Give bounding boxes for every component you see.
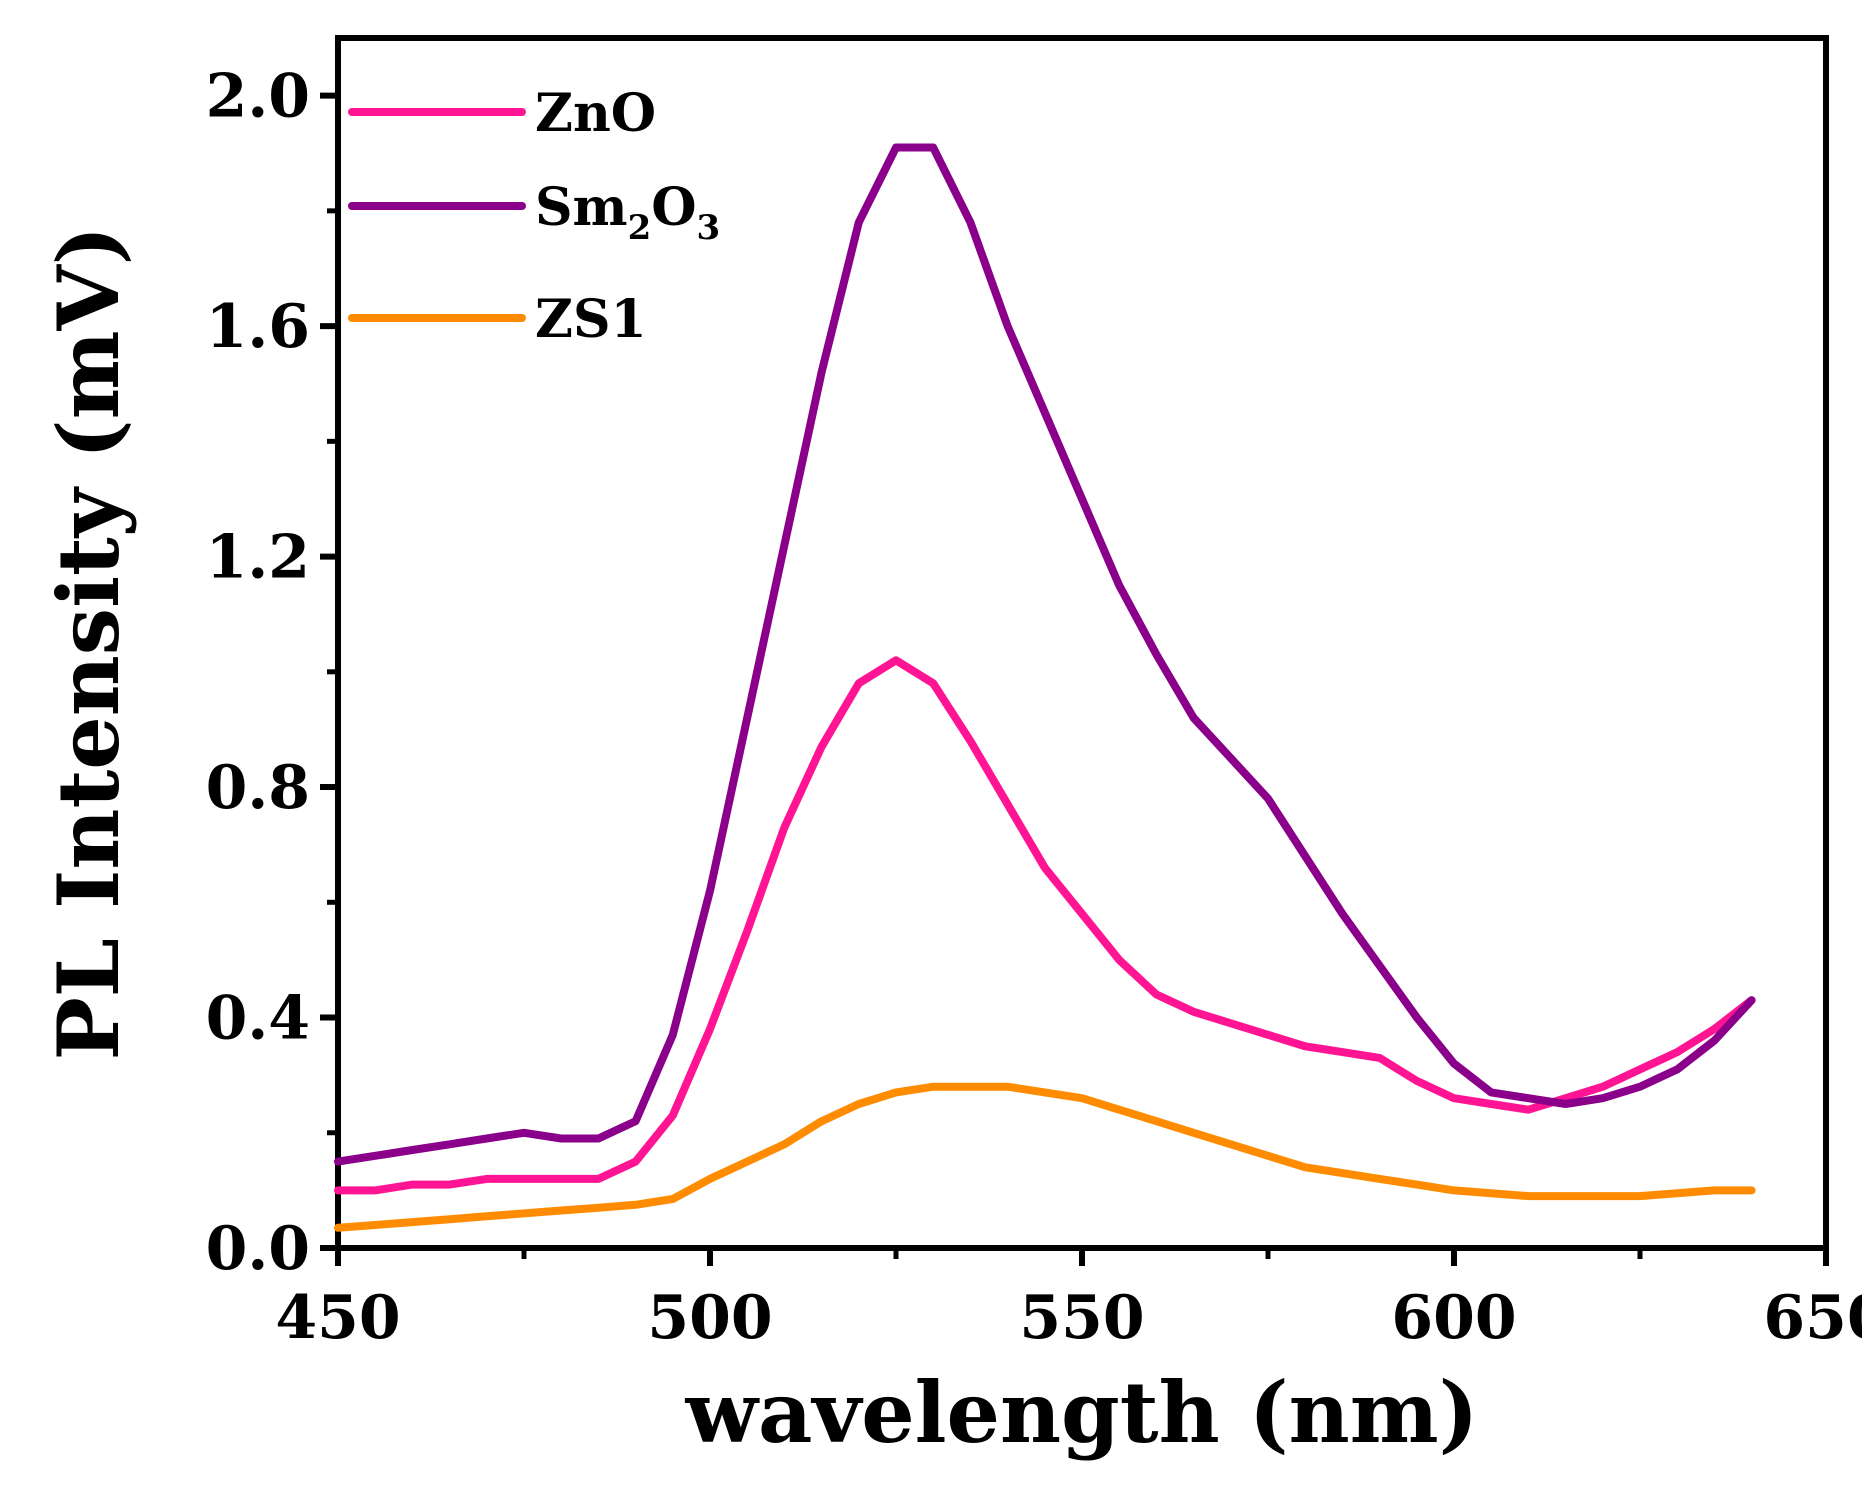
x-tick-label-450: 450	[275, 1283, 400, 1353]
legend-label-sm2o3-o: O	[651, 177, 696, 238]
y-tick-label-2.0: 2.0	[206, 62, 310, 132]
y-tick-label-0.4: 0.4	[206, 984, 310, 1054]
legend-label-zno: ZnO	[535, 83, 656, 144]
series-line-sm2o3	[334, 143, 1756, 1166]
x-axis-title: wavelength (nm)	[685, 1363, 1479, 1462]
series-line-zs1	[334, 1082, 1756, 1232]
legend-label-sm2o3-sub-2: 2	[628, 208, 652, 248]
legend: ZnO Sm2O3 ZS1	[348, 83, 720, 350]
series-layer	[334, 143, 1756, 1232]
x-tick-label-600: 600	[1391, 1283, 1516, 1353]
y-tick-label-0.0: 0.0	[206, 1214, 310, 1284]
series-line-zno	[334, 656, 1756, 1195]
legend-label-sm2o3: Sm2O3	[535, 177, 720, 248]
y-tick-label-0.8: 0.8	[206, 753, 310, 823]
y-tick-label-1.6: 1.6	[206, 292, 310, 362]
x-tick-label-650: 650	[1763, 1283, 1862, 1353]
y-tick-label-1.2: 1.2	[206, 523, 310, 593]
legend-label-sm2o3-sub-3: 3	[697, 208, 721, 248]
x-tick-label-550: 550	[1019, 1283, 1144, 1353]
tick-layer: 450 500 550 600 650 0.0 0.4 0.8 1.2 1.6 2.0	[206, 62, 1862, 1353]
x-tick-label-500: 500	[647, 1283, 772, 1353]
legend-label-zs1: ZS1	[535, 289, 647, 350]
y-axis-title: PL Intensity (mV)	[39, 226, 138, 1061]
legend-label-sm2o3-sm: Sm	[535, 177, 628, 238]
